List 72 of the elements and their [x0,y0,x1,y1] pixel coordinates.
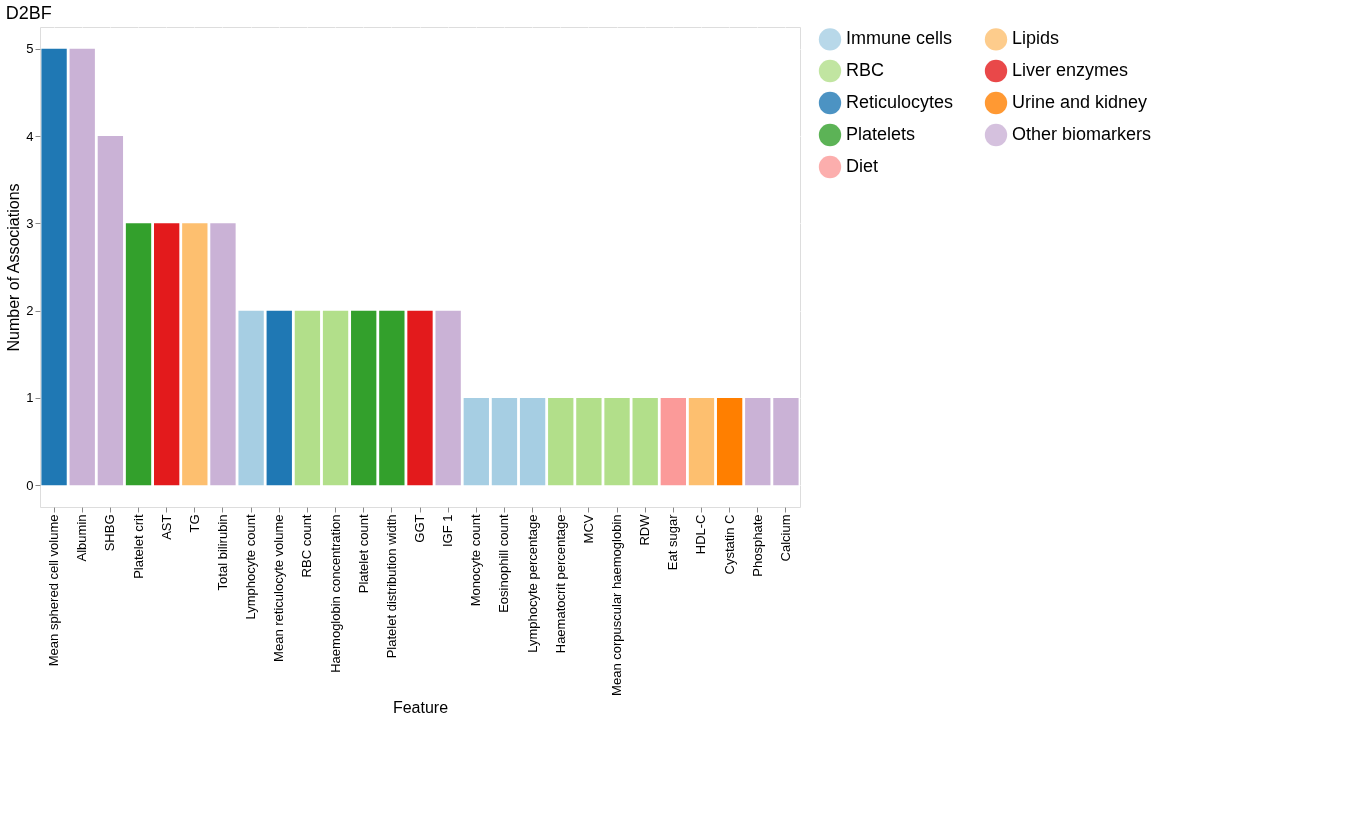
x-tick-label: TG [186,514,202,533]
bar [407,310,433,486]
x-tick-label: GGT [412,514,427,543]
bar [322,310,349,486]
x-tick-label: Haemoglobin concentration [327,514,343,673]
legend-label: RBC [846,60,885,80]
bar [576,397,602,486]
x-tick-label: RDW [637,513,653,546]
bar [182,223,208,486]
legend-label: Lipids [1012,28,1060,49]
bar [716,397,743,486]
x-tick-label: Cystatin C [721,514,737,575]
bar [69,48,95,486]
x-tick-label: Eosinophill count [496,514,512,613]
legend-label: Other biomarkers [1012,124,1152,144]
bar [463,397,489,486]
bar [491,397,518,486]
x-tick-label: Mean sphered cell volume [46,514,62,667]
x-tick-label: Albumin [74,514,90,562]
bar [548,397,574,486]
x-tick-label: Monocyte count [468,514,484,607]
x-tick-label: Total bilirubin [214,514,230,591]
x-tick-label: Eat sugar [665,513,681,571]
legend-label: Diet [846,156,879,176]
bar [604,397,630,486]
bar [519,397,546,486]
y-tick-label: 4 [26,128,34,144]
x-tick-label: Haematocrit percentage [552,514,568,654]
x-tick-label: SHBG [102,514,118,552]
x-tick-label: Mean corpuscular haemoglobin [609,514,625,696]
legend-label: Urine and kidney [1012,92,1148,112]
bar [266,310,292,486]
x-tick-label: Lymphocyte percentage [524,514,540,653]
x-tick-label: Platelet count [355,514,371,594]
y-tick-label: 0 [26,477,34,493]
x-tick-label: Lymphocyte count [243,514,259,620]
bar [435,310,461,486]
legend-label: Liver enzymes [1012,60,1129,80]
legend-label: Platelets [846,124,916,144]
bar [210,223,236,486]
bar [41,48,67,486]
bar [294,310,321,486]
x-tick-label: Mean reticulocyte volume [271,514,287,662]
x-tick-label: Platelet distribution width [383,514,399,659]
x-tick-label: Calcium [777,514,793,562]
y-axis-title: Number of Associations [5,183,23,352]
bar [379,310,405,486]
bar [660,397,686,486]
legend-label: Immune cells [846,28,953,49]
x-tick-label: MCV [580,514,596,544]
y-tick-label: 1 [26,390,34,406]
bar [238,310,264,486]
x-tick-label: IGF 1 [440,514,456,548]
bar [125,223,152,486]
chart-title: D2BF [5,3,52,23]
x-tick-label: AST [158,514,174,540]
y-tick-label: 5 [26,41,34,57]
bar [97,136,124,486]
bar [632,397,658,486]
y-tick-label: 2 [26,303,34,319]
x-tick-label: Platelet crit [130,514,146,579]
x-tick-label: HDL-C [693,514,709,555]
bar [773,397,799,486]
bar [154,223,180,486]
bar [351,310,377,486]
x-axis-title: Feature [392,698,449,716]
bar [688,397,715,486]
bar [745,397,771,486]
legend-label: Reticulocytes [846,92,954,112]
y-tick-label: 3 [26,215,34,231]
x-tick-label: Phosphate [749,514,765,577]
x-tick-label: RBC count [299,514,315,578]
